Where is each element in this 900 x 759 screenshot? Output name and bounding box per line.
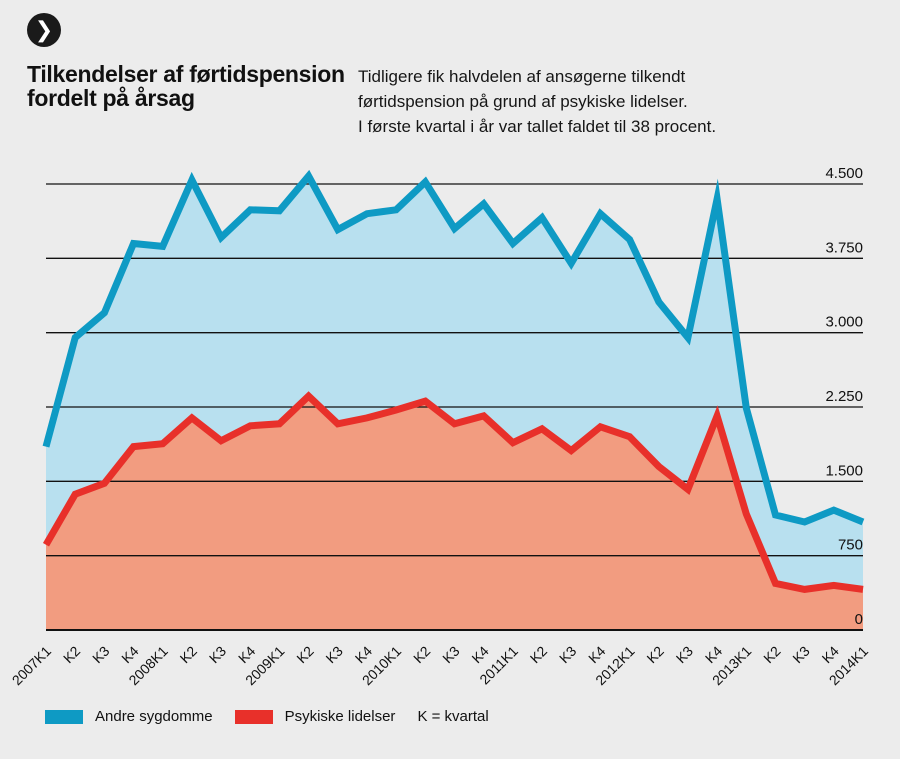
line-andre-sygdomme — [42, 169, 865, 526]
x-tick-label: K3 — [556, 643, 580, 667]
x-tick-label: K3 — [789, 643, 813, 667]
x-tick-label: K2 — [60, 643, 84, 667]
legend-swatch — [234, 709, 273, 724]
subtitle-line: førtidspension på grund af psykiske lide… — [358, 92, 688, 111]
legend-item-andre-sygdomme: Andre sygdomme — [45, 708, 213, 725]
y-tick-label: 4.500 — [825, 165, 863, 182]
legend-swatch — [45, 709, 83, 724]
y-tick-label: 3.000 — [825, 314, 863, 331]
x-tick-label: 2007K1 — [9, 643, 55, 689]
x-tick-label: K3 — [206, 643, 230, 667]
title-line: Tilkendelser af førtidspension — [27, 61, 345, 87]
x-tick-label: K2 — [760, 643, 784, 667]
y-tick-label: 3.750 — [825, 239, 863, 256]
legend: Andre sygdomme Psykiske lidelser K = kva… — [45, 708, 511, 725]
area-fills — [46, 176, 863, 630]
x-tick-label: K3 — [439, 643, 463, 667]
chart-subtitle: Tidligere fik halvdelen af ansøgerne til… — [358, 64, 878, 139]
y-axis-labels: 0 750 1.500 2.250 3.000 3.750 4.500 — [825, 165, 863, 628]
line-psykiske-lidelser — [42, 391, 864, 593]
area-psykiske-lidelser — [46, 396, 863, 630]
x-tick-label: K2 — [643, 643, 667, 667]
legend-note: K = kvartal — [417, 708, 488, 725]
title-line: fordelt på årsag — [27, 85, 195, 111]
legend-label: Andre sygdomme — [95, 708, 213, 725]
x-tick-label: K2 — [293, 643, 317, 667]
x-tick-label: K2 — [527, 643, 551, 667]
legend-item-psykiske-lidelser: Psykiske lidelser — [234, 708, 396, 725]
chart-title: Tilkendelser af førtidspension fordelt p… — [27, 62, 357, 110]
subtitle-line: Tidligere fik halvdelen af ansøgerne til… — [358, 67, 686, 86]
badge-glyph: ❯ — [34, 17, 54, 42]
x-tick-label: K3 — [673, 643, 697, 667]
x-tick-label: K2 — [177, 643, 201, 667]
series-lines — [42, 169, 865, 593]
subtitle-line: I første kvartal i år var tallet faldet … — [358, 117, 717, 136]
chevron-right-icon: ❯ — [27, 13, 61, 47]
y-tick-label: 2.250 — [825, 388, 863, 405]
y-tick-label: 0 — [855, 611, 863, 628]
x-tick-label: K3 — [89, 643, 113, 667]
y-tick-label: 750 — [838, 537, 863, 554]
legend-note-text: K = kvartal — [417, 708, 489, 725]
y-tick-label: 1.500 — [825, 462, 863, 479]
legend-label: Psykiske lidelser — [284, 708, 396, 725]
x-tick-label: K3 — [322, 643, 346, 667]
x-tick-label: K2 — [410, 643, 434, 667]
